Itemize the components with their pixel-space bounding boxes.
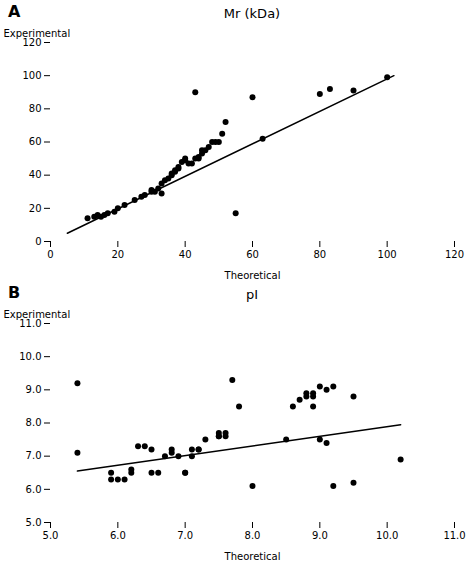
html-text:pI: pI: [246, 287, 258, 302]
svg-text:8.0: 8.0: [245, 530, 261, 541]
svg-text:Experimental: Experimental: [4, 28, 71, 39]
html-text:Mr (kDa): Mr (kDa): [223, 6, 281, 21]
svg-text:40: 40: [29, 169, 42, 180]
svg-text:8.0: 8.0: [26, 417, 42, 428]
svg-text:40: 40: [179, 249, 192, 260]
svg-text:20: 20: [111, 249, 124, 260]
svg-text:9.0: 9.0: [26, 384, 42, 395]
svg-text:120: 120: [445, 249, 464, 260]
svg-text:6.0: 6.0: [110, 530, 126, 541]
svg-text:60: 60: [246, 249, 259, 260]
svg-text:5.0: 5.0: [43, 530, 59, 541]
svg-text:120: 120: [22, 36, 42, 48]
svg-text:80: 80: [29, 103, 42, 114]
svg-text:11.0: 11.0: [443, 530, 465, 541]
svg-text:60: 60: [29, 136, 42, 147]
svg-text:0: 0: [35, 236, 41, 247]
svg-text:Theoretical: Theoretical: [224, 551, 281, 562]
svg-text:20: 20: [29, 203, 42, 214]
svg-text:7.0: 7.0: [26, 450, 42, 461]
svg-text:11.0: 11.0: [19, 317, 42, 329]
svg-text:80: 80: [313, 249, 326, 260]
svg-text:Theoretical: Theoretical: [224, 270, 281, 281]
html-text:B: B: [8, 283, 21, 302]
svg-text:0: 0: [47, 249, 53, 260]
svg-text:5.0: 5.0: [26, 517, 42, 528]
svg-text:6.0: 6.0: [26, 484, 42, 495]
svg-text:10.0: 10.0: [376, 530, 398, 541]
svg-text:7.0: 7.0: [177, 530, 193, 541]
svg-text:100: 100: [22, 70, 41, 81]
html-text:A: A: [8, 2, 21, 21]
svg-text:9.0: 9.0: [312, 530, 328, 541]
svg-text:Experimental: Experimental: [4, 309, 71, 320]
svg-text:100: 100: [378, 249, 397, 260]
svg-text:10.0: 10.0: [19, 351, 41, 362]
